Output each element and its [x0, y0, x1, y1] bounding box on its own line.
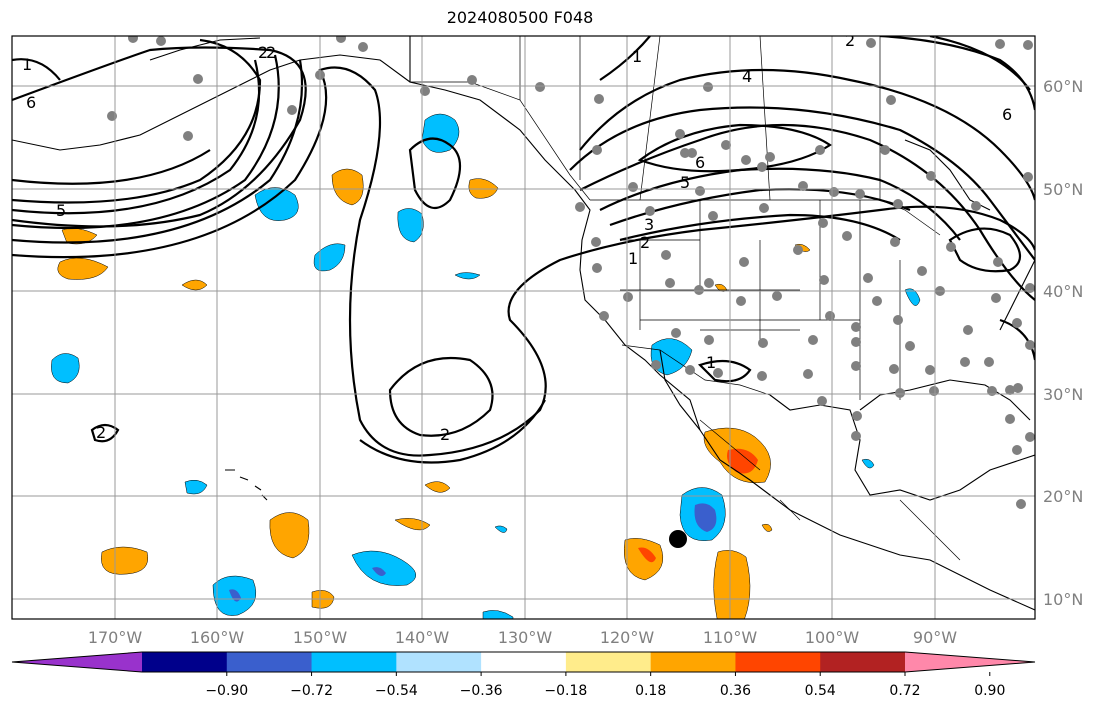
colorbar-extend-high	[905, 652, 1035, 672]
longitude-tick-labels: 170°W 160°W 150°W 140°W 130°W 120°W 110°…	[88, 628, 957, 647]
contour-label: 1	[628, 249, 638, 268]
contour-label: 2	[845, 31, 855, 50]
colorbar-tick-label: 0.54	[805, 683, 836, 699]
contour-label: 5	[680, 173, 690, 192]
colorbar-segment	[311, 652, 397, 672]
contour-label: 5	[56, 201, 66, 220]
center-marker	[669, 530, 687, 548]
contour-label: 3	[644, 215, 654, 234]
lat-tick-label: 60°N	[1043, 77, 1083, 96]
latitude-tick-labels: 60°N 50°N 40°N 30°N 20°N 10°N	[1043, 77, 1083, 609]
lat-tick-label: 20°N	[1043, 487, 1083, 506]
contour-label: 2	[640, 233, 650, 252]
contour-label: 6	[695, 153, 705, 172]
colorbar-tick-label: 0.90	[974, 683, 1005, 699]
lon-tick-label: 140°W	[395, 628, 450, 647]
colorbar-tick-label: −0.72	[290, 683, 333, 699]
map-area	[12, 36, 1035, 619]
map-frame	[11, 35, 1036, 620]
lon-tick-label: 130°W	[498, 628, 553, 647]
colorbar-segment	[650, 652, 736, 672]
contour-label: 4	[742, 67, 752, 86]
colorbar-segment	[820, 652, 906, 672]
colorbar-tick-label: −0.54	[375, 683, 418, 699]
colorbar-extend-low	[12, 652, 142, 672]
colorbar-tick-label: 0.72	[889, 683, 920, 699]
contour-label: 1	[632, 47, 642, 66]
colorbar-tick-label: −0.90	[205, 683, 248, 699]
lon-tick-label: 120°W	[600, 628, 655, 647]
height-contours	[12, 36, 1035, 464]
colorbar-segment	[565, 652, 652, 672]
colorbar-segment	[735, 652, 821, 672]
lat-tick-label: 30°N	[1043, 385, 1083, 404]
contour-label-group: 6 5 2 2 2 1 4 6 5 3 2 1 6 2 1 1 2	[22, 31, 1012, 444]
contour-label: 6	[26, 93, 36, 112]
graticule	[12, 36, 1035, 619]
contour-label: 2	[266, 43, 276, 62]
negative-anomaly-shading	[51, 113, 921, 619]
contour-label: 2	[258, 43, 268, 62]
contour-label: 1	[706, 353, 716, 372]
colorbar: −0.90 −0.72 −0.54 −0.36 −0.18 0.18 0.36 0.54 0.7…	[11, 651, 1036, 699]
colorbar-tick-label: −0.18	[544, 683, 587, 699]
colorbar-segment	[396, 652, 482, 672]
lon-tick-label: 110°W	[703, 628, 758, 647]
contour-label: 2	[96, 423, 106, 442]
map-title: 2024080500 F048	[446, 8, 594, 27]
lat-tick-label: 50°N	[1043, 180, 1083, 199]
lat-tick-label: 40°N	[1043, 282, 1083, 301]
contour-label: 2	[440, 425, 450, 444]
lon-tick-label: 100°W	[805, 628, 860, 647]
colorbar-segment	[226, 652, 313, 672]
contour-label: 6	[1002, 105, 1012, 124]
lon-tick-label: 150°W	[293, 628, 348, 647]
positive-anomaly-shading	[57, 168, 811, 619]
colorbar-outline	[11, 651, 1036, 673]
lon-tick-label: 160°W	[190, 628, 245, 647]
lon-tick-label: 90°W	[913, 628, 957, 647]
coastlines	[12, 36, 1035, 611]
colorbar-tick-label: 0.36	[720, 683, 751, 699]
colorbar-segment	[481, 652, 567, 672]
colorbar-tick-label: 0.18	[635, 683, 666, 699]
colorbar-segment	[142, 652, 228, 672]
lat-tick-label: 10°N	[1043, 590, 1083, 609]
lon-tick-label: 170°W	[88, 628, 143, 647]
colorbar-tick-label: −0.36	[460, 683, 503, 699]
contour-label: 1	[22, 55, 32, 74]
